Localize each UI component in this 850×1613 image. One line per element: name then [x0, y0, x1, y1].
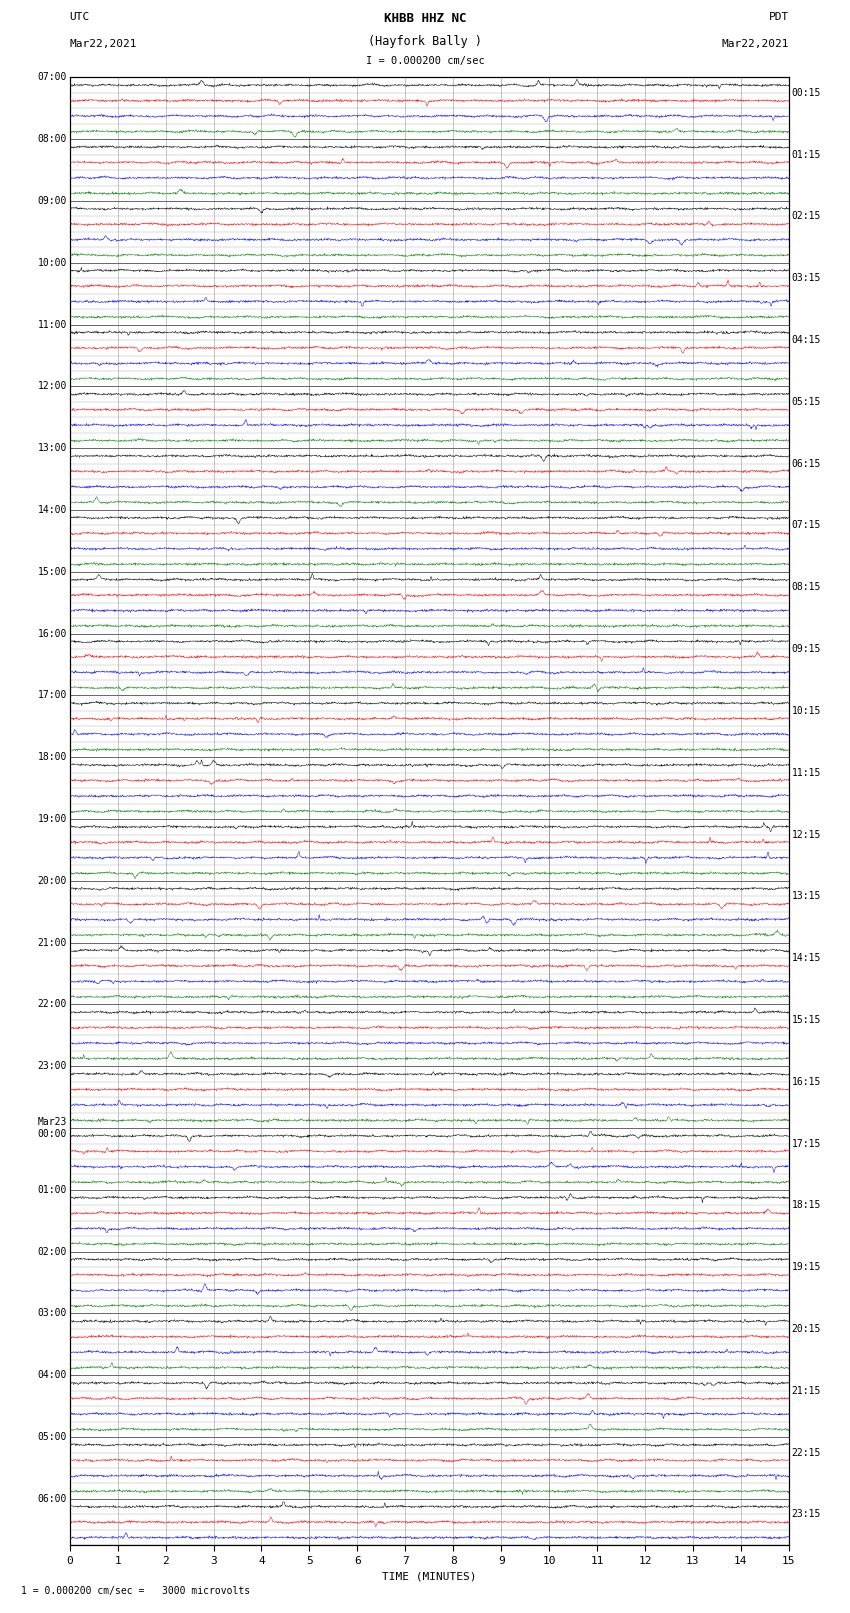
Text: 1 = 0.000200 cm/sec =   3000 microvolts: 1 = 0.000200 cm/sec = 3000 microvolts [21, 1586, 250, 1597]
Text: I = 0.000200 cm/sec: I = 0.000200 cm/sec [366, 56, 484, 66]
Text: Mar22,2021: Mar22,2021 [70, 39, 137, 48]
Text: PDT: PDT [768, 11, 789, 21]
Text: Mar22,2021: Mar22,2021 [722, 39, 789, 48]
X-axis label: TIME (MINUTES): TIME (MINUTES) [382, 1571, 477, 1581]
Text: (Hayfork Bally ): (Hayfork Bally ) [368, 35, 482, 48]
Text: UTC: UTC [70, 11, 90, 21]
Text: KHBB HHZ NC: KHBB HHZ NC [383, 11, 467, 24]
